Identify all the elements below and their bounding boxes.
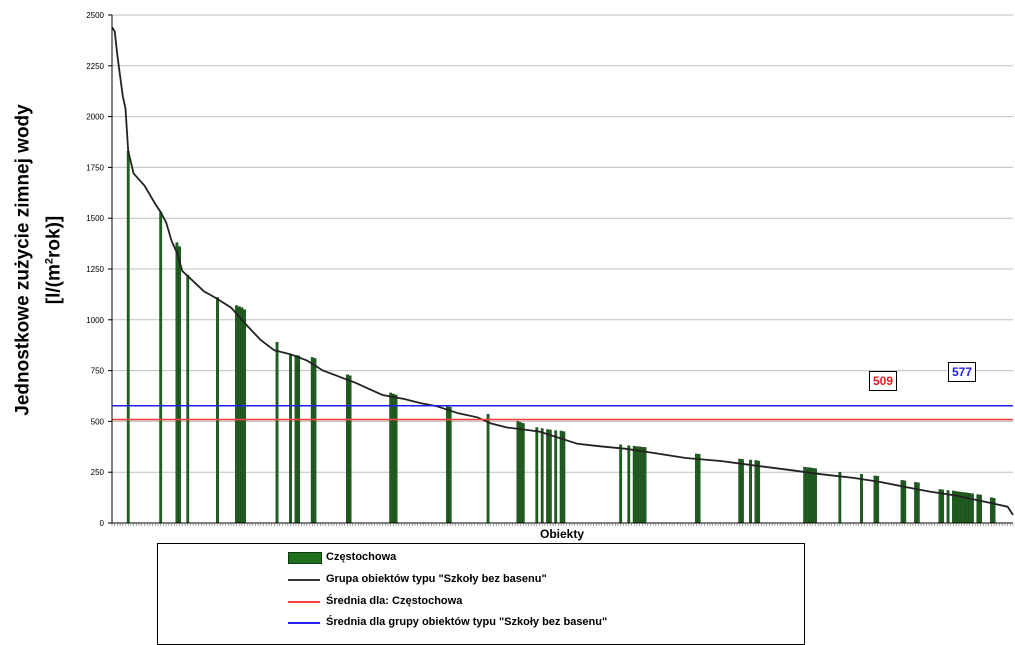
bar: [619, 444, 623, 524]
y-tick-label: 1000: [86, 316, 104, 325]
bar: [297, 355, 301, 524]
y-axis-label-text: Jednostkowe zużycie zimnej wody [l/(m2ro…: [10, 104, 67, 415]
bar: [275, 341, 279, 524]
legend-label: Częstochowa: [326, 551, 397, 563]
bar: [876, 476, 880, 524]
bar: [519, 422, 522, 524]
y-tick-label: 2000: [86, 113, 104, 122]
bar: [486, 414, 490, 524]
y-tick-label: 750: [91, 367, 105, 376]
axes: 0 250 500 750 1000 1250 1500 1750 2000 2250 2500: [86, 11, 1014, 528]
bar: [749, 459, 752, 524]
bar: [389, 392, 393, 524]
bar: [540, 428, 544, 524]
average-group-label: 577: [948, 362, 977, 382]
bar: [989, 497, 993, 524]
legend-label: Średnia dla grupy obiektów typu "Szkoły …: [326, 616, 608, 628]
bar: [808, 467, 812, 524]
bar: [548, 429, 552, 524]
bar: [546, 429, 550, 524]
y-tick-label: 1250: [86, 265, 104, 274]
bar: [738, 458, 742, 524]
bar: [757, 460, 761, 524]
bar: [938, 489, 942, 524]
y-axis-label-unit: [l/(m2rok)]: [43, 215, 65, 305]
bar: [640, 447, 644, 524]
bar: [448, 406, 452, 524]
bar: [345, 374, 349, 524]
bar: [754, 460, 758, 524]
bar: [294, 355, 298, 524]
bar: [805, 467, 809, 524]
legend-label: Grupa obiektów typu "Szkoły bez basenu": [326, 573, 547, 585]
bar: [635, 446, 639, 524]
y-tick-label: 0: [100, 519, 105, 528]
bar: [313, 358, 317, 524]
bar: [535, 427, 539, 524]
chart-canvas: 0 250 500 750 1000 1250 1500 1750 2000 2250 2500: [86, 11, 1014, 528]
legend-line-swatch: [288, 601, 320, 603]
y-tick-label: 2500: [86, 11, 104, 20]
bar: [554, 430, 558, 524]
grid-lines: [112, 14, 1013, 473]
y-tick-label: 500: [91, 417, 105, 426]
bar: [838, 472, 842, 524]
bar: [811, 467, 815, 524]
bar: [178, 246, 182, 524]
bar: [814, 468, 817, 524]
bar: [243, 309, 246, 524]
bar: [516, 421, 520, 524]
bar: [289, 354, 292, 524]
bar: [446, 405, 449, 524]
bar: [175, 242, 179, 524]
bar: [310, 357, 314, 524]
bar: [873, 475, 877, 524]
bar-series: [126, 150, 996, 524]
legend: Częstochowa Grupa obiektów typu "Szkoły …: [157, 543, 805, 645]
legend-line-swatch: [288, 579, 320, 581]
bar: [237, 306, 241, 524]
bar: [559, 430, 563, 524]
bar: [632, 445, 636, 524]
bar: [803, 466, 807, 524]
bar: [860, 474, 863, 524]
bar: [992, 498, 996, 524]
bar: [638, 446, 642, 524]
bar: [941, 489, 945, 524]
bar: [695, 453, 698, 524]
x-axis-label: Obiekty: [540, 527, 585, 541]
bar: [697, 454, 701, 524]
bar: [159, 211, 163, 524]
curve-series: [111, 26, 1014, 516]
group-curve: [111, 26, 1014, 516]
bar: [979, 494, 982, 524]
bar: [126, 150, 130, 524]
average-lines: [112, 404, 1013, 421]
average-local-label: 509: [869, 371, 898, 391]
bar: [976, 494, 980, 524]
y-tick-label: 2250: [86, 62, 104, 71]
y-tick-label: 1500: [86, 214, 104, 223]
legend-line-swatch: [288, 622, 320, 624]
bar: [235, 305, 238, 524]
bar: [348, 375, 352, 524]
legend-bar-swatch: [288, 552, 322, 564]
bar: [741, 459, 744, 524]
bar: [240, 307, 244, 524]
bar: [391, 393, 395, 524]
y-tick-label: 1750: [86, 163, 104, 172]
bar: [562, 431, 566, 524]
bar: [186, 274, 190, 524]
bar: [394, 394, 398, 524]
bar: [521, 423, 525, 524]
y-axis-label-main: Jednostkowe zużycie zimnej wody: [12, 104, 34, 416]
y-axis-label: Jednostkowe zużycie zimnej wody [l/(m2ro…: [4, 50, 74, 470]
bar: [627, 445, 631, 524]
bar: [643, 447, 647, 524]
bar: [216, 297, 219, 524]
legend-label: Średnia dla: Częstochowa: [326, 595, 463, 607]
y-tick-label: 250: [91, 468, 105, 477]
